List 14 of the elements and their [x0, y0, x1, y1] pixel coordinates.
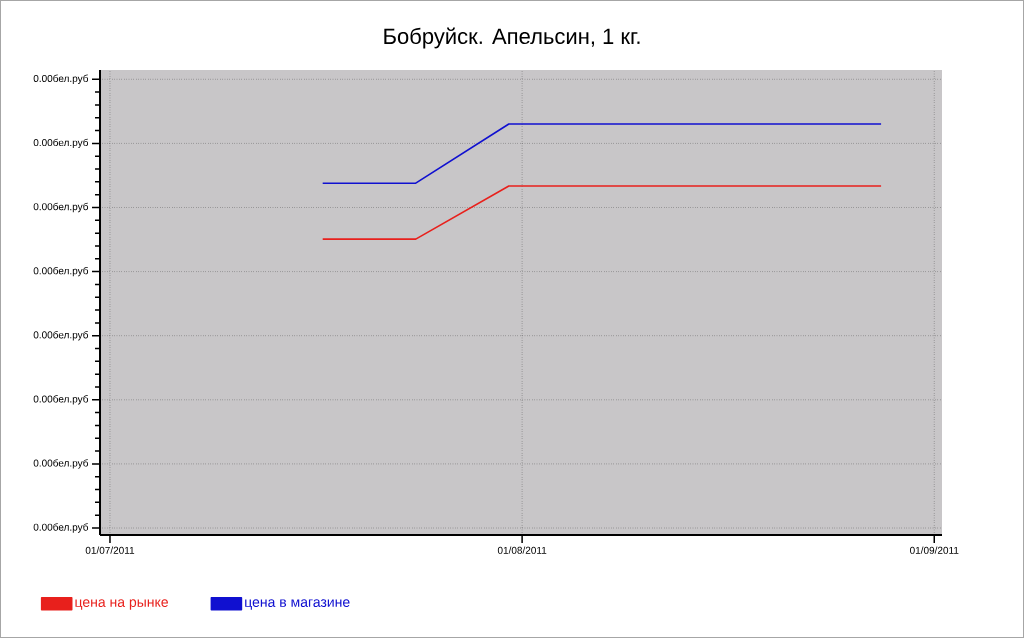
- text: 0.00бел.руб: [33, 74, 89, 84]
- chart-title: Бобруйск. Апельсин, 1 кг.: [384, 27, 640, 49]
- text: 0.00бел.руб: [33, 138, 89, 149]
- text: 0.00бел.руб: [33, 395, 89, 405]
- text: 0.00бел.руб: [33, 523, 89, 533]
- x-tick-label: 01/08/2011: [497, 546, 547, 554]
- x-tick-label: 01/07/2011: [85, 546, 135, 554]
- text: 0.00бел.руб: [33, 266, 89, 277]
- x-tick-label: 01/09/2011: [909, 546, 959, 554]
- text: 0.00бел.руб: [33, 202, 89, 213]
- text: 0.00бел.руб: [33, 330, 89, 341]
- legend-label: цена в магазине: [245, 599, 350, 610]
- text: 0.00бел.руб: [33, 459, 89, 469]
- legend-label: цена на рынке: [75, 599, 168, 610]
